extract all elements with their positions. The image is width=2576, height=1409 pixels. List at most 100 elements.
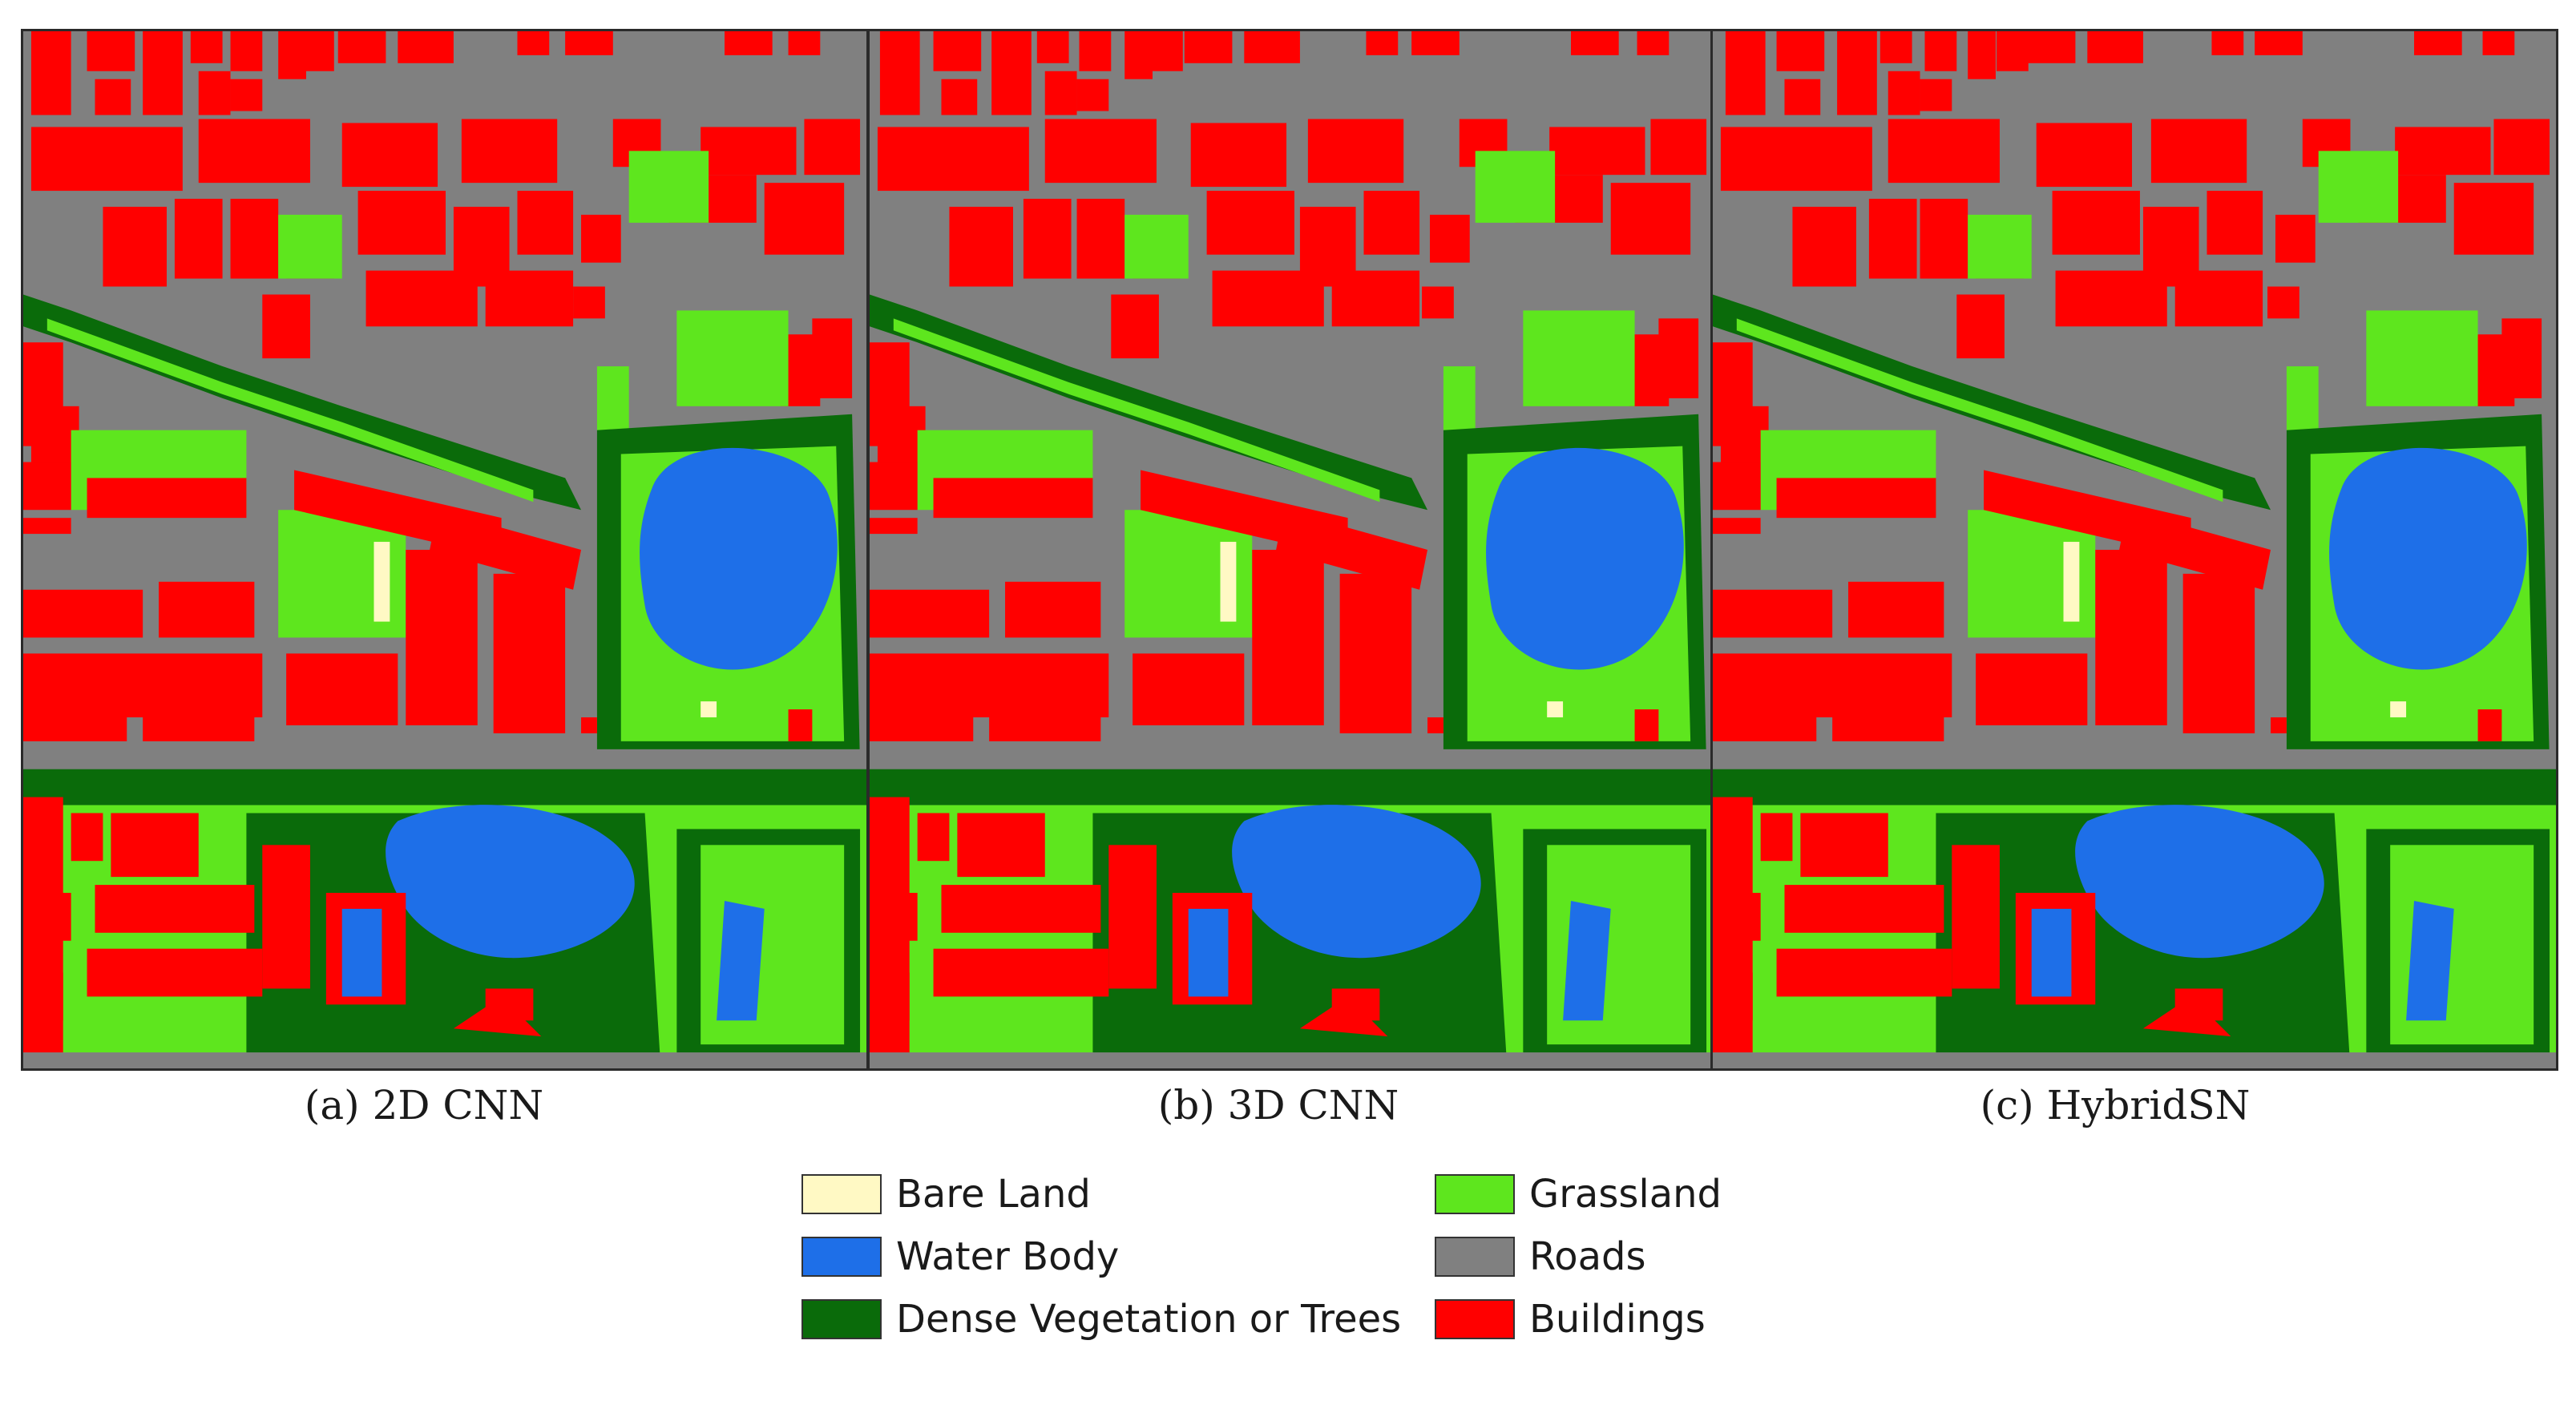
grass-patch [676,310,789,406]
lake [2075,805,2324,959]
building [2207,191,2263,255]
building [1658,318,1699,398]
building [877,893,918,941]
bare-land [2063,542,2080,622]
legend-item-buildings: Buildings [1435,1295,1706,1343]
legend-swatch [1435,1237,1515,1277]
grass-patch [278,214,342,279]
building [461,119,558,184]
building [398,31,454,63]
building [230,79,263,111]
building [87,31,135,71]
building [933,31,982,71]
tree-line [1713,769,2556,805]
pond [1486,447,1684,670]
building [2052,191,2140,255]
building [573,286,605,319]
map-panel-hybridsn [1710,29,2558,1071]
grass-patch [1968,214,2032,279]
grass-patch [2366,310,2478,406]
building [1108,845,1157,989]
building [95,79,131,115]
building [957,813,1045,878]
building [870,518,918,535]
building [23,709,127,741]
building [453,996,542,1037]
building [879,31,920,115]
building [71,813,103,862]
pool [341,908,382,997]
grass-strip [1736,318,2223,503]
building [581,214,621,263]
grass-strip [46,318,534,503]
building [2453,183,2534,255]
building [1792,206,1856,287]
building [2267,286,2299,319]
building [2174,270,2263,327]
grass-patch [596,366,629,430]
building [493,573,566,733]
building [1023,199,1072,279]
grass-patch [1475,151,1556,223]
building [190,31,223,63]
legend-swatch [801,1237,882,1277]
building [1924,31,1957,71]
legend-item-roads: Roads [1435,1233,1645,1281]
building [1005,581,1101,638]
grass-patch [2286,366,2319,430]
building [701,127,797,176]
building [103,206,167,287]
building [2150,119,2247,184]
building [949,206,1013,287]
building [1880,31,1912,63]
building [302,31,334,71]
building [1244,31,1300,63]
bare-land [1220,542,1237,622]
building [1720,127,1872,192]
building [1252,550,1324,725]
building [788,31,821,55]
building [1124,31,1153,79]
building [1713,709,1817,741]
pool [1188,908,1229,997]
south-road [870,1052,1713,1068]
lake [1232,805,1481,959]
building [1720,406,1769,462]
building [23,589,143,638]
building [365,270,478,327]
tree-belt [23,294,582,511]
building [143,31,183,115]
building [1036,31,1069,63]
bare-land [701,701,717,718]
building [1713,972,1753,1021]
bare-land [2390,701,2407,718]
building [1920,199,1968,279]
lake [386,805,635,959]
legend-item-bare-land: Bare Land [801,1170,1091,1218]
building [159,581,255,638]
building [812,318,853,398]
building [1713,653,1952,718]
caption-2d-cnn: (a) 2D CNN [304,1082,544,1128]
building [2095,550,2167,725]
building [278,31,306,79]
grass-patch [1523,310,1635,406]
building [1339,573,1412,733]
grass-patch [2318,151,2399,223]
building [1549,127,1645,176]
building [1848,581,1944,638]
building [337,31,386,63]
building [1422,286,1454,319]
building [1150,31,1183,71]
building [2482,31,2515,55]
building [1996,31,2029,71]
building [1307,119,1404,184]
building [2275,214,2316,263]
building [2142,996,2231,1037]
legend-swatch [1435,1174,1515,1214]
pool [2031,908,2072,997]
building [1044,119,1157,184]
building [1920,79,1952,111]
building [1190,123,1287,188]
building [941,79,978,115]
